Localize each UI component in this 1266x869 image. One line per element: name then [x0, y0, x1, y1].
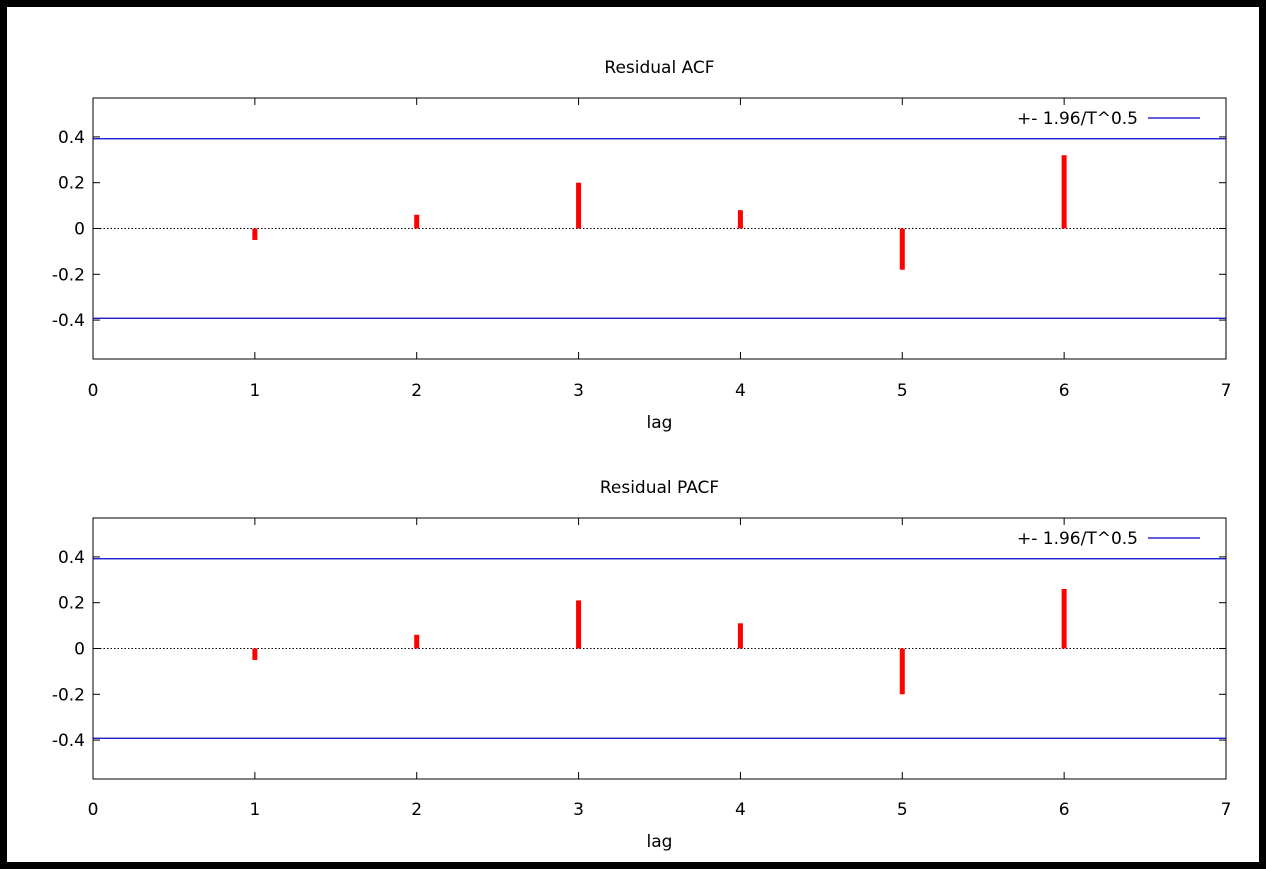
bar-lag-4 [737, 210, 743, 229]
y-tick-label: 0 [74, 640, 85, 660]
bar-lag-6 [1061, 588, 1067, 649]
x-tick-label: 3 [573, 381, 584, 401]
bar-lag-3 [576, 600, 582, 649]
x-tick-label: 4 [735, 381, 746, 401]
bar-lag-3 [576, 182, 582, 229]
pacf-panel: Residual PACF -0.4 -0.2 0 0.2 0.4 0 1 2 3 4 5 6 7 lag +… [52, 478, 1232, 852]
x-tick-label: 6 [1059, 381, 1070, 401]
y-tick-label: 0.2 [58, 174, 85, 194]
y-tick-label: -0.2 [52, 265, 85, 285]
bar-lag-1 [252, 648, 258, 660]
bar-lag-5 [899, 648, 905, 695]
y-tick-label: -0.2 [52, 685, 85, 705]
bar-lag-4 [737, 623, 743, 649]
x-tick-label: 2 [411, 381, 422, 401]
x-tick-label: 3 [573, 800, 584, 820]
x-axis-label: lag [647, 832, 673, 852]
y-tick-label: -0.4 [52, 311, 85, 331]
y-tick-label: 0.4 [58, 128, 85, 148]
x-tick-label: 1 [249, 800, 260, 820]
y-tick-label: 0 [74, 220, 85, 240]
x-tick-label: 1 [249, 381, 260, 401]
bar-lag-2 [414, 214, 420, 229]
x-tick-label: 7 [1221, 381, 1232, 401]
x-tick-label: 2 [411, 800, 422, 820]
y-tick-label: -0.4 [52, 731, 85, 751]
y-tick-label: 0.4 [58, 548, 85, 568]
acf-panel: Residual ACF -0.4 -0.2 0 0.2 0.4 0 1 2 3 4 5 6 7 lag +-… [52, 58, 1232, 433]
x-tick-label: 4 [735, 800, 746, 820]
bar-lag-5 [899, 228, 905, 270]
chart-title: Residual ACF [604, 58, 714, 78]
y-tick-label: 0.2 [58, 594, 85, 614]
legend-label: +- 1.96/T^0.5 [1017, 529, 1138, 549]
bar-lag-1 [252, 228, 258, 240]
legend-label: +- 1.96/T^0.5 [1017, 109, 1138, 129]
bar-lag-6 [1061, 155, 1067, 229]
x-tick-label: 0 [88, 800, 99, 820]
x-axis-label: lag [647, 413, 673, 433]
x-tick-label: 7 [1221, 800, 1232, 820]
x-tick-label: 0 [88, 381, 99, 401]
x-tick-label: 6 [1059, 800, 1070, 820]
x-tick-label: 5 [897, 381, 908, 401]
x-tick-label: 5 [897, 800, 908, 820]
bar-lag-2 [414, 634, 420, 649]
chart-title: Residual PACF [600, 478, 719, 498]
chart-figure: Residual ACF -0.4 -0.2 0 0.2 0.4 0 1 2 3 4 5 6 7 lag +-… [52, 58, 1232, 852]
